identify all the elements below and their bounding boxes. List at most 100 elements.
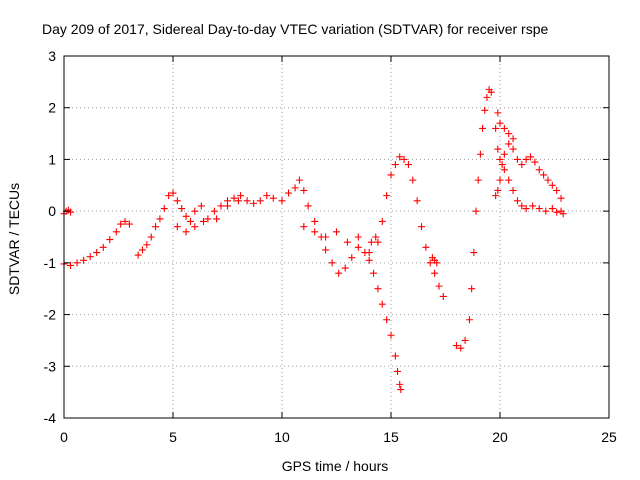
data-point: [391, 352, 399, 360]
data-point: [498, 161, 506, 169]
data-point: [548, 181, 556, 189]
data-point: [474, 176, 482, 184]
data-point: [496, 119, 504, 127]
data-point: [468, 285, 476, 293]
data-point: [479, 124, 487, 132]
data-point: [234, 197, 242, 205]
data-point: [197, 202, 205, 210]
data-point: [328, 259, 336, 267]
data-point: [230, 194, 238, 202]
data-point: [548, 205, 556, 213]
data-point: [404, 161, 412, 169]
y-tick-label: -4: [44, 410, 57, 426]
data-point: [243, 197, 251, 205]
data-point: [544, 176, 552, 184]
data-point: [500, 166, 508, 174]
data-point: [413, 197, 421, 205]
data-point: [263, 192, 271, 200]
data-point: [213, 215, 221, 223]
data-point: [470, 249, 478, 257]
data-point: [165, 192, 173, 200]
data-point: [494, 109, 502, 117]
data-point: [291, 184, 299, 192]
data-point: [250, 199, 258, 207]
data-point: [540, 171, 548, 179]
data-point: [182, 228, 190, 236]
data-point: [354, 243, 362, 251]
data-point: [256, 197, 264, 205]
x-tick-label: 5: [169, 429, 177, 445]
data-point: [169, 189, 177, 197]
x-axis-label: GPS time / hours: [282, 458, 389, 474]
data-point: [311, 217, 319, 225]
data-point: [531, 158, 539, 166]
data-point: [117, 220, 125, 228]
y-tick-label: -2: [44, 307, 57, 323]
data-point: [217, 202, 225, 210]
data-point: [182, 212, 190, 220]
data-point: [186, 217, 194, 225]
data-point: [147, 233, 155, 241]
data-point: [121, 217, 129, 225]
data-point: [134, 251, 142, 259]
data-point: [394, 367, 402, 375]
data-point: [505, 130, 513, 138]
data-series-rspe: [60, 86, 567, 394]
x-tick-label: 20: [492, 429, 508, 445]
data-point: [365, 249, 373, 257]
data-point: [492, 192, 500, 200]
data-point: [481, 106, 489, 114]
data-point: [387, 171, 395, 179]
data-point: [513, 197, 521, 205]
data-point: [335, 269, 343, 277]
data-point: [513, 155, 521, 163]
data-point: [383, 316, 391, 324]
data-point: [311, 228, 319, 236]
data-point: [433, 259, 441, 267]
data-point: [269, 194, 277, 202]
data-point: [492, 124, 500, 132]
data-point: [387, 331, 395, 339]
data-point: [160, 205, 168, 213]
data-point: [370, 269, 378, 277]
data-point: [372, 233, 380, 241]
data-point: [500, 124, 508, 132]
axis-tick-labels: 0 5 10 15 20 25 -4 -3 -2 -1 0 1 2 3: [44, 48, 617, 445]
data-point: [553, 186, 561, 194]
data-point: [138, 246, 146, 254]
data-point: [143, 241, 151, 249]
data-point: [418, 223, 426, 231]
data-point: [322, 246, 330, 254]
data-point: [224, 202, 231, 210]
data-point: [152, 223, 160, 231]
data-point: [99, 243, 107, 251]
data-point: [285, 189, 293, 197]
data-point: [204, 215, 212, 223]
data-point: [400, 155, 408, 163]
data-point: [509, 145, 517, 153]
data-point: [553, 208, 561, 216]
data-point: [472, 207, 480, 215]
data-point: [304, 202, 312, 210]
data-point: [106, 236, 114, 244]
data-point: [529, 202, 537, 210]
x-tick-label: 15: [383, 429, 399, 445]
data-point: [200, 217, 208, 225]
data-point: [378, 300, 386, 308]
data-point: [496, 176, 504, 184]
data-point: [457, 344, 465, 352]
data-point: [494, 186, 502, 194]
grid-lines: [64, 56, 609, 418]
data-point: [527, 153, 535, 161]
data-point: [439, 292, 447, 300]
y-tick-label: 2: [48, 100, 56, 116]
data-point: [80, 256, 88, 264]
y-tick-label: 0: [48, 203, 56, 219]
data-point: [409, 176, 417, 184]
data-point: [452, 342, 460, 350]
y-axis-label: SDTVAR / TECUs: [6, 183, 22, 295]
data-point: [465, 316, 473, 324]
y-tick-label: -1: [44, 255, 57, 271]
